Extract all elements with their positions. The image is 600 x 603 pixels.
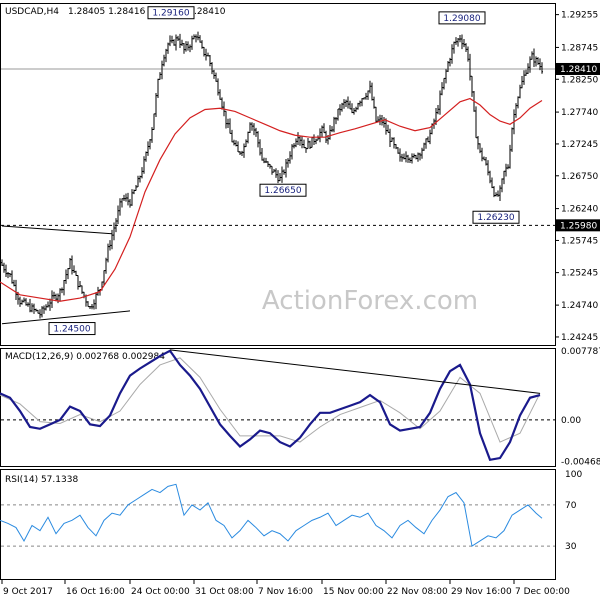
rsi-label: RSI(14) 57.1338 [5,475,78,485]
price-annotation-box [438,11,486,25]
price-y-tick-label: 1.26240 [561,205,598,215]
price-y-tick-label: 1.27245 [561,140,598,150]
price-y-tick-label: 1.28745 [561,43,598,53]
rsi-panel-frame [0,469,556,580]
x-tick-label: 31 Oct 08:00 [195,587,254,597]
current-price-label: 1.28410 [560,65,597,75]
macd-layer [0,349,555,462]
macd-trendline [169,349,541,394]
price-annotation-box [259,183,307,197]
price-header-ohlc: 1.28405 1.28416 1.28348 1.28410 [68,7,226,17]
price-y-tick-label: 1.24245 [561,333,598,343]
price-annotation-box [472,210,520,224]
support-price-label: 1.25980 [560,221,597,231]
price-y-tick-label: 1.27740 [561,108,598,118]
price-y-tick-label: 1.26750 [561,172,598,182]
macd-main-line [0,349,541,462]
x-tick-label: 24 Oct 00:00 [131,587,190,597]
rsi-y-tick-label: 100 [565,470,582,480]
macd-signal-line [0,357,541,443]
price-layer: 1.29160 1.29080 1.26650 1.26230 1.24500 [0,6,555,336]
macd-y-tick-label: -0.004688 [561,457,600,467]
price-y-tick-label: 1.24740 [561,301,598,311]
price-y-tick-label: 1.25245 [561,269,598,279]
price-annotation-label: 1.29160 [152,9,189,19]
price-y-tick-label: 1.29255 [561,11,598,21]
x-tick-label: 15 Nov 00:00 [323,587,384,597]
rsi-layer [0,483,555,547]
price-annotation-box [48,322,96,336]
moving-average-line [0,97,543,302]
wedge-upper-trendline [1,225,113,235]
current-price-box [556,62,600,75]
price-y-tick-label: 1.25745 [561,236,598,246]
macd-y-tick-label: 0.00 [561,416,581,426]
x-tick-label: 7 Dec 00:00 [515,587,570,597]
axis-layer: 1.29255 1.28745 1.28250 1.27740 1.27245 1.267… [1,11,600,597]
x-tick-label: 7 Nov 16:00 [258,587,313,597]
x-tick-label: 9 Oct 2017 [3,587,53,597]
rsi-line [0,483,543,547]
price-y-tick-label: 1.28250 [561,75,598,85]
price-annotation-label: 1.24500 [53,325,90,335]
macd-panel-frame [0,348,556,467]
rsi-y-tick-label: 70 [565,501,577,511]
price-annotation-box [147,6,195,20]
macd-y-tick-label: 0.007787 [561,347,600,357]
x-tick-label: 16 Oct 16:00 [66,587,125,597]
x-tick-label: 22 Nov 08:00 [387,587,448,597]
price-annotation-label: 1.26650 [264,186,301,196]
support-price-box [556,219,600,232]
price-annotation-label: 1.29080 [443,14,480,24]
rsi-y-tick-label: 30 [565,542,577,552]
price-header-symbol: USDCAD,H4 [5,7,59,17]
price-annotation-label: 1.26230 [477,213,514,223]
wedge-lower-trendline [1,310,131,325]
watermark: ActionForex.com [262,286,478,316]
x-tick-label: 29 Nov 16:00 [451,587,512,597]
macd-label: MACD(12,26,9) 0.002768 0.002984 [5,352,165,362]
